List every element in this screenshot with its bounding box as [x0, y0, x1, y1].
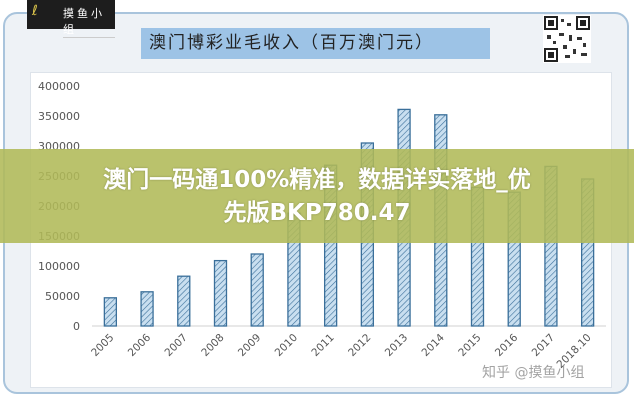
y-tick-label: 0: [73, 320, 80, 333]
x-tick-label: 2011: [309, 332, 336, 359]
x-tick-label: 2017: [530, 332, 557, 359]
chart-title: 澳门博彩业毛收入（百万澳门元）: [141, 28, 490, 59]
headline-line-1: 澳门一码通100%精准，数据详实落地_优: [103, 167, 531, 193]
y-tick-label: 50000: [45, 290, 80, 303]
bar-2008: [213, 259, 228, 327]
headline-banner: [0, 149, 634, 243]
logo-text: 摸鱼小组: [63, 5, 115, 38]
x-tick-label: 2016: [493, 331, 521, 359]
headline-text: 澳门一码通100%精准，数据详实落地_优 先版BKP780.47: [0, 164, 634, 230]
x-tick-label: 2012: [346, 332, 373, 359]
headline-line-2: 先版BKP780.47: [223, 200, 411, 226]
x-tick-label: 2010: [273, 332, 300, 359]
y-tick-label: 400000: [38, 80, 80, 93]
bar-2009: [250, 253, 264, 327]
x-tick-label: 2008: [199, 332, 226, 359]
x-tick-label: 2015: [456, 332, 483, 359]
logo: ℓ 摸鱼小组: [27, 0, 115, 38]
y-tick-label: 350000: [38, 110, 80, 123]
bar-2005: [103, 297, 118, 327]
x-tick-label: 2013: [383, 332, 410, 359]
x-tick-label: 2007: [163, 332, 190, 359]
x-tick-label: 2006: [126, 331, 154, 359]
x-tick-label: 2005: [89, 332, 116, 359]
bar-2006: [140, 291, 154, 327]
watermark: 知乎 @摸鱼小组: [482, 365, 585, 381]
x-tick-label: 2009: [236, 332, 263, 359]
leaf-icon: ℓ: [32, 3, 38, 19]
y-tick-label: 100000: [38, 260, 80, 273]
x-tick-label: 2014: [420, 331, 448, 359]
bar-2007: [177, 275, 191, 327]
qr-code-icon: [543, 15, 591, 63]
